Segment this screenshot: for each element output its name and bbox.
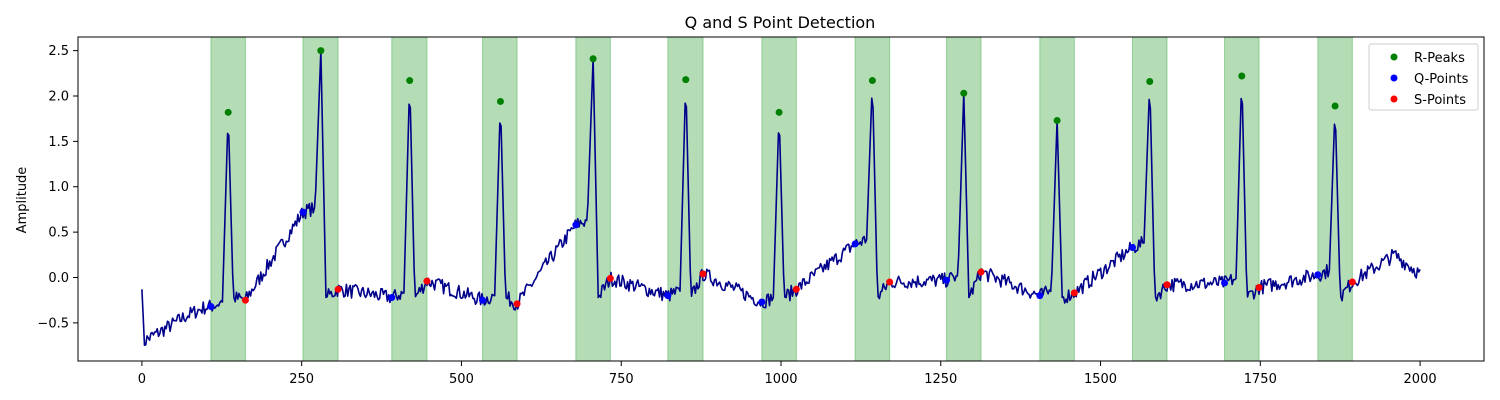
q-point-7 xyxy=(758,298,766,306)
x-tick-label-250: 250 xyxy=(289,372,314,387)
qrs-region-6 xyxy=(667,36,704,362)
r-peak-point-6 xyxy=(682,76,690,84)
legend-r-peaks-marker xyxy=(1390,53,1398,61)
y-tick-label-1: 0.0 xyxy=(48,271,69,286)
legend-r-peaks-label: R-Peaks xyxy=(1414,51,1465,66)
r-peak-point-2 xyxy=(317,47,325,55)
qrs-region-7 xyxy=(761,36,797,362)
ecg-signal-line xyxy=(141,49,1421,346)
r-peak-point-11 xyxy=(1146,77,1154,85)
q-point-2 xyxy=(299,208,307,216)
s-point-11 xyxy=(1163,281,1171,289)
s-point-13 xyxy=(1348,278,1356,286)
q-point-1 xyxy=(207,303,215,311)
q-point-8 xyxy=(851,240,859,248)
chart-title: Q and S Point Detection xyxy=(685,13,876,32)
r-peak-point-5 xyxy=(589,55,597,63)
legend-s-points-label: S-Points xyxy=(1414,93,1466,108)
s-point-5 xyxy=(606,274,614,282)
x-tick-label-1500: 1500 xyxy=(1084,372,1117,387)
x-tick-label-2000: 2000 xyxy=(1404,372,1437,387)
qrs-region-1 xyxy=(210,36,246,362)
qrs-region-10 xyxy=(1039,36,1075,362)
legend: R-Peaks Q-Points S-Points xyxy=(1368,43,1479,111)
y-tick-label-0: −0.5 xyxy=(37,316,69,331)
r-peak-point-10 xyxy=(1053,117,1061,124)
x-tick-label-750: 750 xyxy=(609,372,634,387)
detected-points xyxy=(207,47,1356,311)
y-tick-label-3: 1.0 xyxy=(48,180,69,195)
s-point-6 xyxy=(699,270,707,278)
s-point-7 xyxy=(792,285,800,293)
qrs-region-4 xyxy=(482,36,518,362)
legend-q-points-marker xyxy=(1390,74,1398,82)
y-tick-label-5: 2.0 xyxy=(48,89,69,104)
q-point-6 xyxy=(664,292,672,300)
legend-box xyxy=(1368,43,1479,111)
q-point-9 xyxy=(943,276,951,284)
r-peak-point-9 xyxy=(960,89,968,97)
s-point-12 xyxy=(1255,283,1263,291)
y-axis-label: Amplitude xyxy=(15,167,30,234)
q-point-11 xyxy=(1129,244,1136,252)
r-peak-point-1 xyxy=(224,108,232,116)
q-point-3 xyxy=(388,293,396,301)
qrs-region-11 xyxy=(1132,36,1168,362)
y-tick-label-4: 1.5 xyxy=(48,135,69,150)
x-tick-label-1250: 1250 xyxy=(924,372,957,387)
x-tick-label-500: 500 xyxy=(449,372,474,387)
s-point-8 xyxy=(886,278,894,286)
s-point-2 xyxy=(334,285,342,293)
qrs-region-8 xyxy=(854,36,891,362)
q-point-12 xyxy=(1221,279,1229,287)
r-peak-point-4 xyxy=(496,97,504,105)
x-tick-label-0: 0 xyxy=(138,372,146,387)
legend-q-points-label: Q-Points xyxy=(1414,72,1469,87)
ecg-signal xyxy=(141,49,1421,346)
r-peak-point-7 xyxy=(775,108,783,116)
s-point-4 xyxy=(513,300,521,308)
qrs-bands xyxy=(210,36,1353,362)
q-point-10 xyxy=(1036,292,1044,300)
y-tick-label-2: 0.5 xyxy=(48,226,69,241)
r-peak-point-13 xyxy=(1331,102,1339,110)
q-point-4 xyxy=(479,296,487,304)
qrs-region-9 xyxy=(946,36,982,362)
qrs-region-2 xyxy=(302,36,339,362)
q-point-13 xyxy=(1314,271,1322,279)
q-point-5 xyxy=(572,221,580,229)
legend-s-points-marker xyxy=(1390,95,1398,103)
x-tick-label-1000: 1000 xyxy=(764,372,797,387)
s-point-3 xyxy=(423,277,431,285)
s-point-10 xyxy=(1070,289,1078,297)
r-peak-point-12 xyxy=(1238,72,1246,80)
s-point-9 xyxy=(977,268,985,276)
s-point-1 xyxy=(241,296,249,304)
r-peak-point-8 xyxy=(868,77,876,85)
qrs-region-3 xyxy=(391,36,428,362)
axes: 0 250 500 750 1000 1250 1500 1750 2000 −0.5 0.0 0.5… xyxy=(37,36,1485,387)
qrs-region-13 xyxy=(1317,36,1353,362)
qrs-region-12 xyxy=(1224,36,1260,362)
x-tick-label-1750: 1750 xyxy=(1244,372,1277,387)
r-peak-point-3 xyxy=(406,77,414,85)
y-tick-label-6: 2.5 xyxy=(48,44,69,59)
